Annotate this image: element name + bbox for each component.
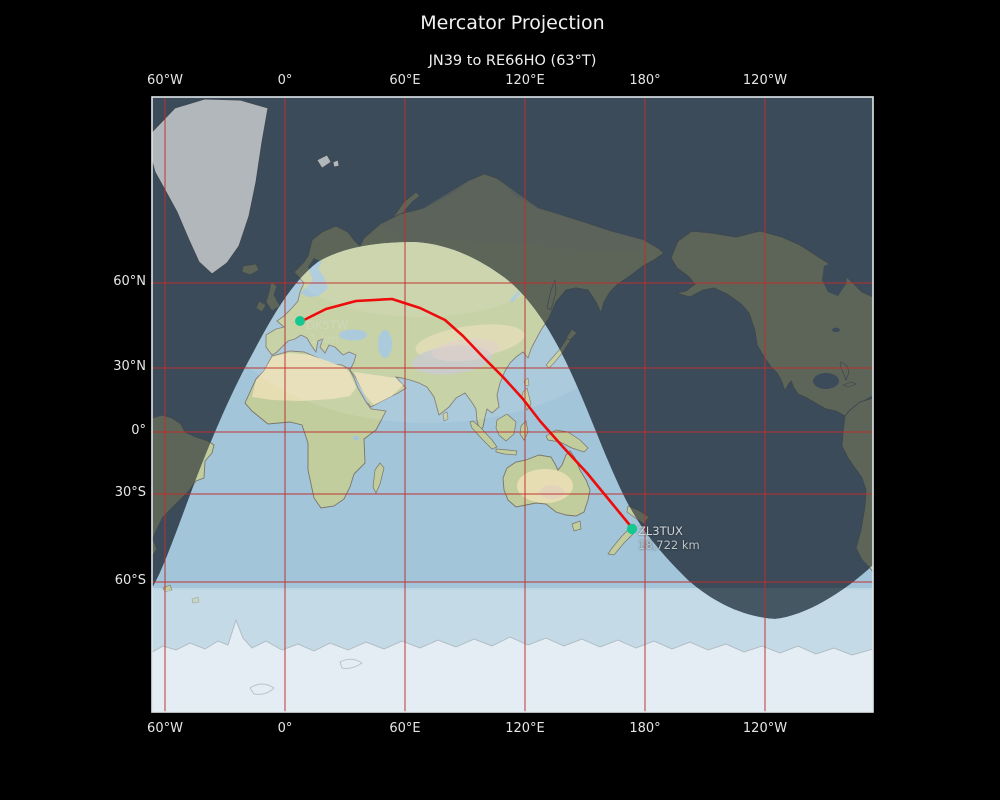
origin-marker	[295, 316, 305, 326]
x-tick-top-0: 60°W	[147, 73, 183, 88]
x-tick-bottom-5: 120°W	[742, 721, 788, 736]
x-tick-bottom-2: 60°E	[389, 721, 421, 736]
x-tick-top-5: 120°W	[742, 73, 788, 88]
x-tick-top-1: 0°	[277, 73, 293, 88]
x-tick-bottom-4: 180°	[629, 721, 661, 736]
y-tick-left-1: 30°N	[113, 359, 146, 374]
plot-title: Mercator Projection	[420, 12, 605, 34]
x-tick-top-4: 180°	[629, 73, 661, 88]
graticule-grid	[152, 97, 873, 712]
y-tick-left-4: 60°S	[114, 573, 146, 588]
plot-subtitle: JN39 to RE66HO (63°T)	[428, 53, 597, 69]
y-tick-left-3: 30°S	[114, 485, 146, 500]
x-tick-bottom-3: 120°E	[505, 721, 545, 736]
x-tick-top-3: 120°E	[505, 73, 545, 88]
origin-distance-label: 1 km	[310, 332, 339, 346]
x-tick-top-2: 60°E	[389, 73, 421, 88]
destination-station-label: ZL3TUX	[638, 524, 683, 538]
origin-station-label: DK5TW	[306, 318, 349, 332]
x-tick-bottom-1: 0°	[277, 721, 293, 736]
destination-marker	[626, 523, 638, 535]
great-circle-path	[298, 297, 635, 531]
y-tick-left-2: 0°	[131, 423, 146, 438]
plot-frame	[151, 96, 874, 713]
destination-distance-label: 18,722 km	[638, 538, 700, 552]
x-tick-bottom-0: 60°W	[147, 721, 183, 736]
y-tick-left-0: 60°N	[113, 274, 146, 289]
map-area	[152, 97, 873, 712]
